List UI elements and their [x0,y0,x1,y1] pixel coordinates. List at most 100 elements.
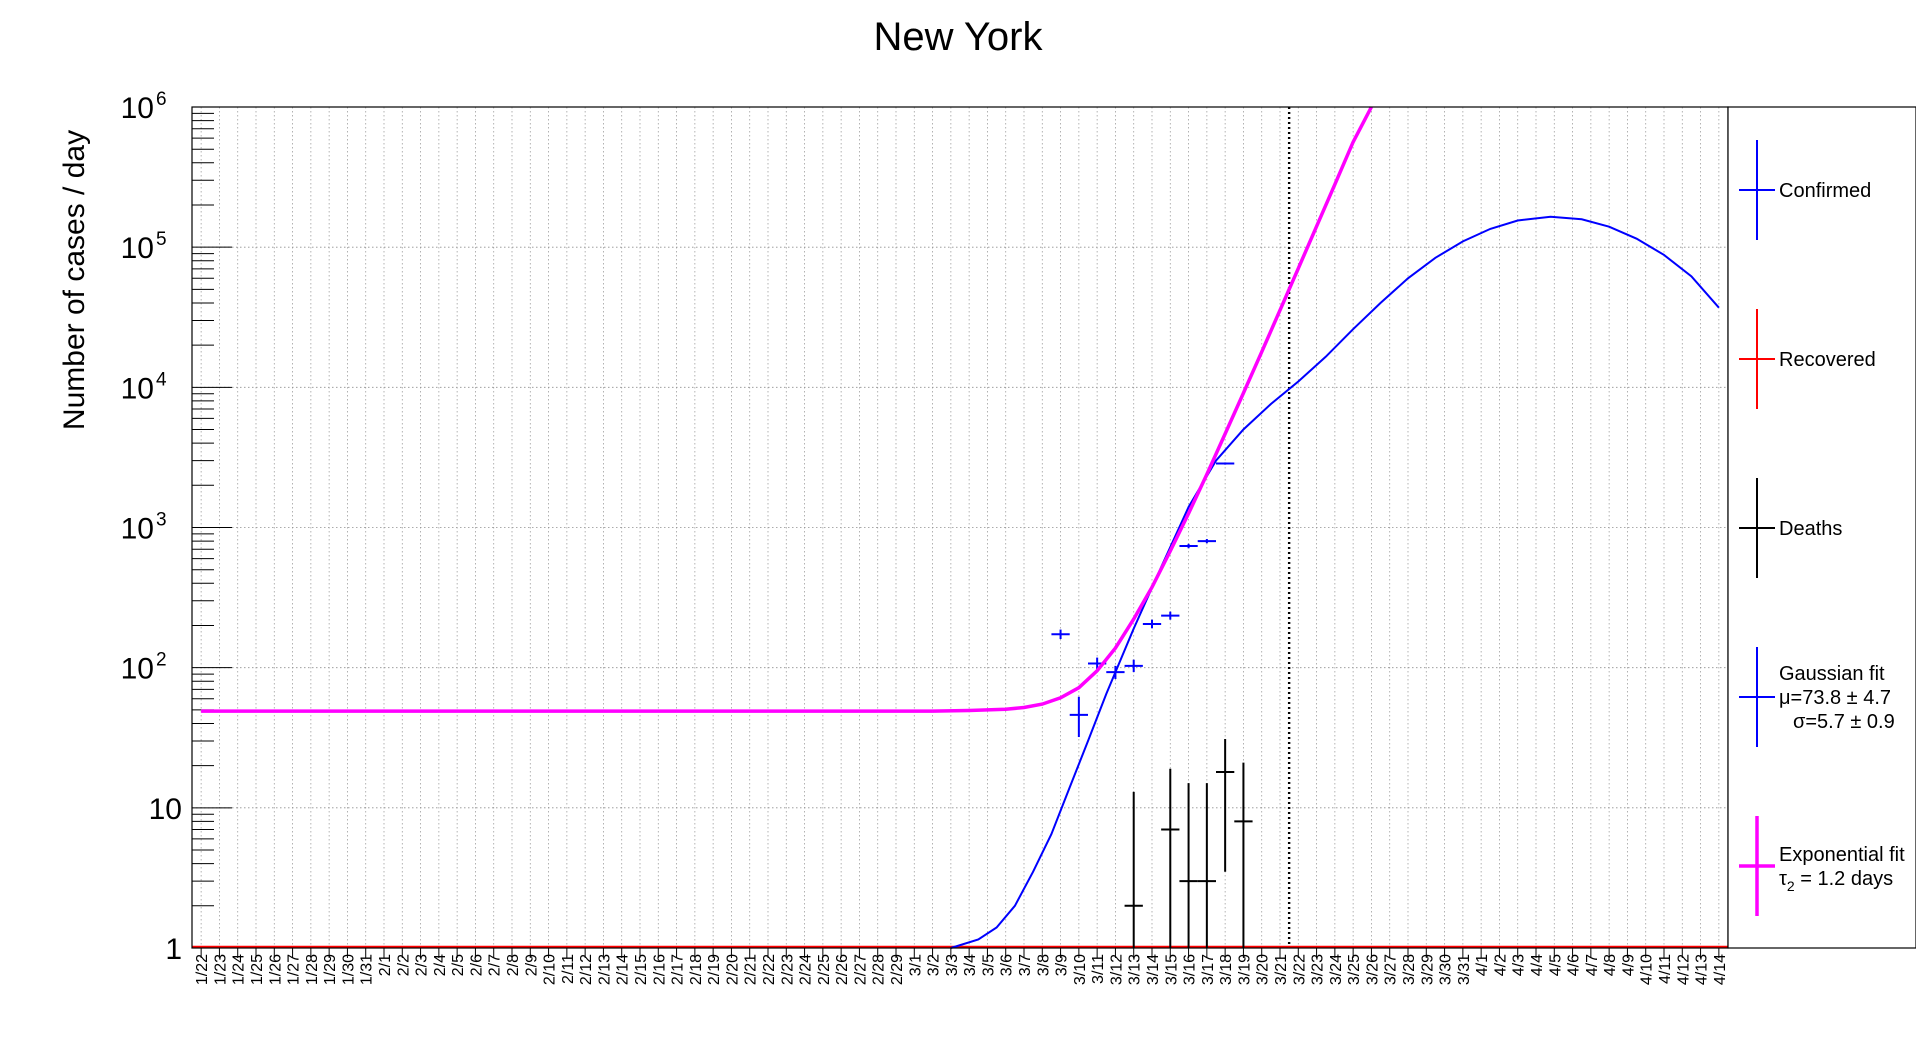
y-tick-exponent: 2 [156,650,167,671]
x-tick-label: 3/20 [1255,954,1272,985]
x-tick-label: 4/9 [1620,954,1637,976]
legend-deaths-label: Deaths [1779,518,1842,540]
x-tick-label: 3/27 [1383,954,1400,985]
x-tick-label: 3/24 [1328,954,1345,985]
y-tick-label: 10 [149,793,182,826]
y-tick-label: 1 [165,933,182,966]
confirmed-point [1216,462,1235,465]
x-tick-label: 4/2 [1492,954,1509,976]
y-tick-exponent: 5 [156,229,167,250]
x-tick-label: 2/5 [450,954,467,976]
legend-gaussian-fit-label: σ=5.7 ± 0.9 [1793,711,1895,733]
deaths-point [1234,762,1253,948]
x-tick-label: 2/11 [560,954,577,984]
deaths-point [1161,768,1180,948]
x-tick-label: 3/13 [1127,954,1144,985]
x-tick-label: 3/26 [1364,954,1381,985]
x-tick-label: 4/8 [1602,954,1619,976]
x-tick-label: 4/13 [1694,954,1711,985]
x-tick-label: 3/10 [1072,954,1089,985]
x-tick-label: 3/23 [1310,954,1327,985]
deaths-point [1179,783,1198,948]
y-axis-title: Number of cases / day [58,130,91,430]
y-tick-label: 10 [121,372,154,405]
x-tick-label: 2/16 [651,954,668,985]
chart-title: New York [874,15,1044,59]
y-tick-label: 10 [121,92,154,125]
x-tick-label: 1/28 [304,954,321,985]
legend-recovered-label: Recovered [1779,349,1876,371]
x-tick-label: 3/18 [1218,954,1235,985]
x-tick-label: 2/21 [743,954,760,985]
x-tick-label: 4/7 [1584,954,1601,976]
x-tick-label: 2/7 [487,954,504,976]
x-tick-label: 2/19 [706,954,723,985]
gaussian-fit-curve [950,215,1720,949]
x-tick-label: 2/2 [395,954,412,976]
x-tick-label: 2/14 [615,954,632,985]
x-tick-label: 2/6 [468,954,485,976]
x-tick-label: 2/28 [871,954,888,985]
x-tick-label: 3/9 [1054,954,1071,976]
x-tick-label: 2/8 [505,954,522,976]
x-tick-label: 2/20 [724,954,741,985]
x-tick-label: 3/12 [1108,954,1125,985]
x-tick-label: 2/22 [761,954,778,985]
x-tick-label: 3/22 [1291,954,1308,985]
x-tick-label: 1/25 [249,954,266,985]
x-tick-label: 3/28 [1401,954,1418,985]
y-tick-label: 10 [121,653,154,686]
x-tick-label: 2/12 [578,954,595,985]
x-tick-label: 4/3 [1511,954,1528,976]
x-tick-label: 2/23 [779,954,796,985]
x-tick-label: 3/5 [980,954,997,976]
legend: Confirmed Recovered Deaths Gaussian fitμ=73… [1739,140,1905,916]
x-tick-label: 1/31 [359,954,376,985]
y-tick-exponent: 4 [156,369,167,390]
x-tick-label: 3/14 [1145,954,1162,985]
x-tick-label: 3/8 [1035,954,1052,976]
x-tick-label: 1/22 [194,954,211,985]
x-tick-label: 2/29 [889,954,906,985]
y-tick-exponent: 6 [156,89,167,110]
deaths-point [1216,738,1235,872]
deaths-point [1124,791,1143,948]
x-tick-label: 3/19 [1236,954,1253,985]
x-tick-label: 4/12 [1675,954,1692,985]
x-tick-label: 1/27 [286,954,303,985]
legend-confirmed-label: Confirmed [1779,180,1871,202]
legend-exponential-fit-label: τ2 = 1.2 days [1779,868,1893,894]
x-tick-label: 4/5 [1547,954,1564,976]
x-tick-label: 3/16 [1182,954,1199,985]
x-tick-label: 2/13 [596,954,613,985]
x-tick-label: 1/24 [231,954,248,985]
grid [192,107,1728,948]
x-tick-label: 3/7 [1017,954,1034,976]
x-tick-label: 4/6 [1566,954,1583,976]
x-tick-label: 2/26 [834,954,851,985]
x-tick-label: 2/10 [542,954,559,985]
confirmed-point [1179,543,1198,549]
y-tick-exponent: 3 [156,510,167,531]
confirmed-point [1161,611,1180,620]
x-tick-label: 1/23 [212,954,229,985]
x-tick-label: 4/14 [1712,954,1729,985]
confirmed-point [1069,696,1088,738]
confirmed-point [1051,629,1070,640]
y-minor-ticks [192,112,214,907]
x-tick-label: 3/3 [944,954,961,976]
x-axis: 1/22 1/23 1/24 1/25 1/26 1/27 1/28 1/29 1/30 1/31… [194,948,1729,985]
confirmed-point [1124,659,1143,673]
x-tick-label: 3/1 [907,954,924,976]
x-tick-label: 2/25 [816,954,833,985]
x-tick-label: 2/24 [798,954,815,985]
x-tick-label: 3/15 [1163,954,1180,985]
x-tick-label: 3/17 [1200,954,1217,985]
legend-gaussian-fit-label: Gaussian fit [1779,663,1885,685]
x-tick-label: 4/10 [1639,954,1656,985]
x-tick-label: 2/27 [852,954,869,985]
confirmed-point [1142,619,1162,629]
x-tick-label: 1/26 [267,954,284,985]
